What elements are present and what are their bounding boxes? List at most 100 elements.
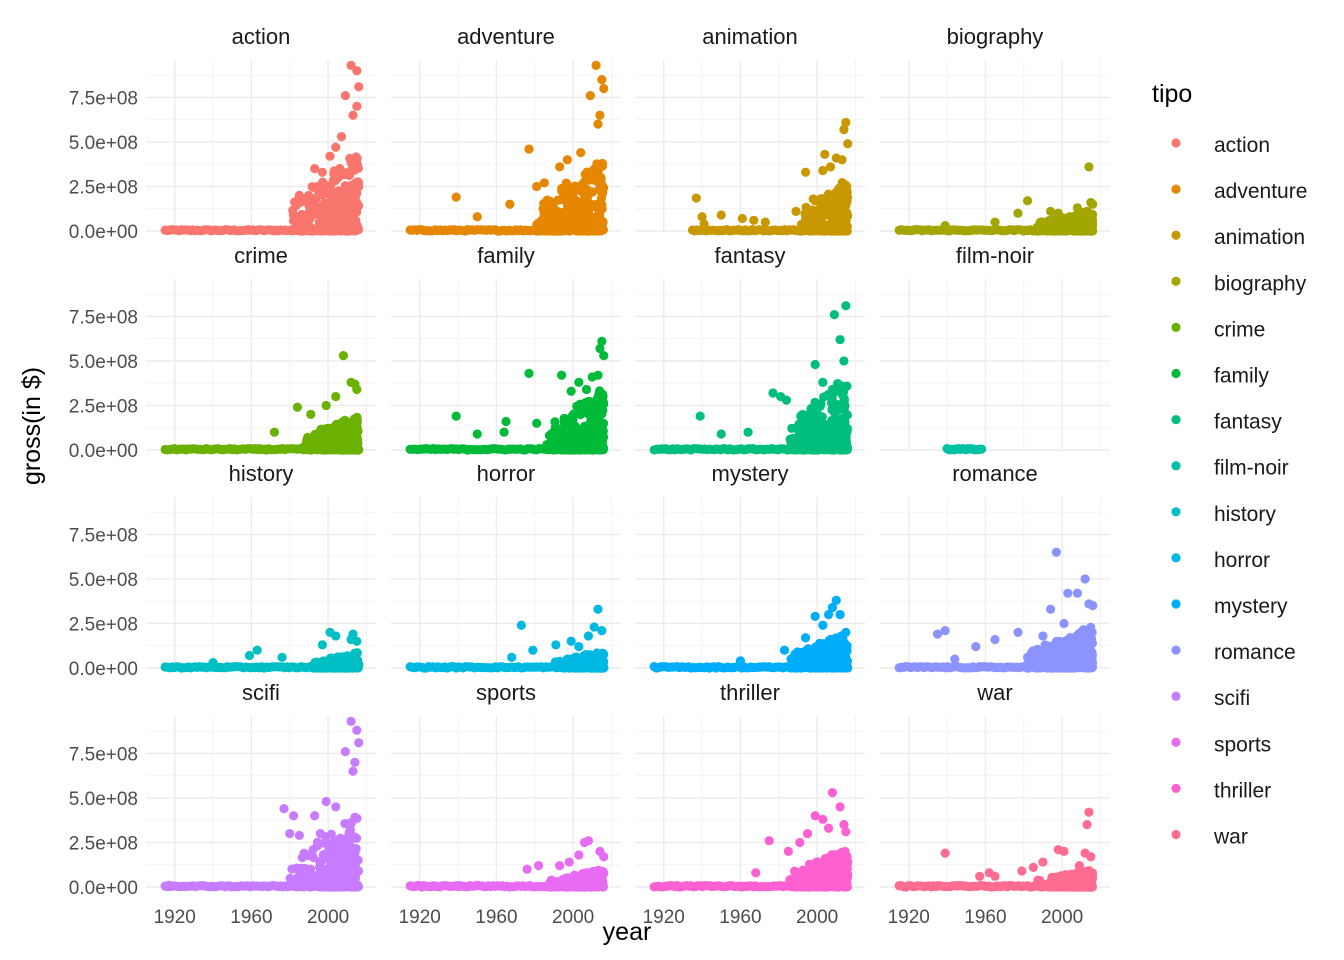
data-point — [990, 634, 1000, 645]
point-group-romance — [894, 547, 1098, 673]
x-tick-label: 1960 — [719, 907, 761, 928]
data-point — [716, 210, 726, 220]
data-point — [815, 641, 825, 651]
data-point — [1037, 217, 1047, 227]
data-point — [294, 830, 304, 840]
data-point — [592, 872, 602, 882]
data-point — [699, 219, 709, 229]
data-point — [566, 636, 576, 646]
data-point — [323, 882, 333, 892]
data-point — [691, 193, 701, 203]
y-tick-label: 7.5e+08 — [69, 307, 138, 328]
data-point — [451, 411, 461, 421]
point-group-crime — [160, 350, 364, 455]
data-point — [279, 804, 289, 814]
data-point — [310, 164, 320, 174]
data-point — [1022, 196, 1033, 206]
data-point — [472, 880, 482, 890]
data-point — [735, 656, 746, 666]
data-point — [950, 654, 960, 664]
data-point — [532, 181, 542, 192]
x-tick-label: 1960 — [230, 907, 272, 928]
data-point — [831, 595, 841, 605]
data-point — [354, 82, 364, 92]
data-point — [826, 398, 837, 408]
data-point — [585, 220, 596, 231]
data-point — [325, 151, 335, 161]
data-point — [310, 811, 320, 821]
data-point — [825, 162, 836, 172]
data-point — [570, 435, 580, 445]
data-point — [350, 757, 360, 767]
data-point — [1056, 226, 1067, 236]
x-tick-label: 1920 — [154, 907, 196, 928]
data-point — [582, 192, 592, 202]
data-point — [340, 91, 350, 101]
data-point — [354, 738, 364, 748]
data-point — [585, 91, 595, 101]
data-point — [533, 861, 544, 871]
data-point — [354, 182, 364, 192]
panel-title: family — [477, 243, 534, 268]
data-point — [749, 215, 759, 225]
data-point — [341, 652, 351, 662]
data-point — [451, 192, 461, 202]
data-point — [348, 110, 358, 120]
data-point — [596, 439, 606, 450]
point-group-action — [160, 60, 364, 236]
data-point — [516, 620, 526, 630]
data-point — [1088, 601, 1098, 611]
data-point — [597, 74, 607, 85]
x-tick-label: 2000 — [552, 907, 594, 928]
data-point — [532, 418, 542, 428]
panel-romance: romance — [880, 461, 1110, 673]
data-point — [331, 631, 341, 641]
point-group-thriller — [649, 787, 853, 892]
data-point — [349, 417, 359, 428]
data-point — [285, 873, 295, 883]
data-point — [332, 216, 342, 226]
data-point — [817, 206, 827, 216]
x-tick-label: 1920 — [643, 907, 685, 928]
data-point — [349, 832, 360, 842]
data-point — [303, 850, 314, 861]
data-point — [321, 663, 331, 673]
data-point — [841, 180, 851, 190]
data-point — [505, 199, 515, 209]
data-point — [499, 427, 509, 437]
data-point — [569, 427, 579, 437]
data-point — [333, 857, 343, 867]
data-point — [296, 863, 306, 873]
data-point — [321, 796, 331, 807]
data-point — [292, 873, 302, 883]
y-tick-label: 0.0e+00 — [69, 441, 138, 462]
data-point — [599, 852, 609, 862]
data-point — [292, 402, 303, 412]
data-point — [553, 218, 563, 228]
panel-horror: horror — [391, 461, 621, 673]
panel-mystery: mystery — [635, 461, 865, 673]
data-point — [315, 828, 326, 839]
data-point — [327, 848, 337, 858]
data-point — [808, 194, 818, 204]
data-point — [842, 196, 852, 206]
data-point — [269, 427, 280, 437]
data-point — [839, 356, 849, 366]
data-point — [596, 424, 606, 434]
data-point — [560, 874, 570, 884]
data-point — [837, 388, 848, 398]
data-point — [841, 627, 851, 637]
data-point — [1087, 221, 1097, 232]
data-point — [803, 418, 813, 428]
data-point — [820, 149, 830, 160]
y-tick-label: 0.0e+00 — [69, 222, 138, 243]
data-point — [838, 654, 849, 665]
data-point — [801, 202, 811, 212]
data-point — [737, 213, 747, 224]
data-point — [501, 416, 511, 427]
data-point — [841, 117, 851, 127]
data-point — [345, 434, 356, 444]
data-point — [586, 434, 596, 445]
data-point — [842, 424, 853, 434]
data-point — [528, 645, 538, 655]
